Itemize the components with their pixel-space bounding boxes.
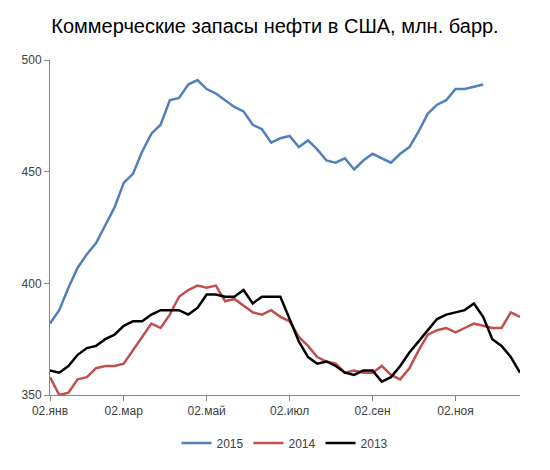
svg-text:400: 400 — [22, 277, 42, 291]
svg-text:02.янв: 02.янв — [32, 404, 68, 418]
svg-text:2015: 2015 — [217, 437, 244, 451]
svg-text:350: 350 — [22, 388, 42, 402]
svg-text:Коммерческие запасы нефти в СШ: Коммерческие запасы нефти в США, млн. ба… — [51, 15, 498, 37]
svg-text:500: 500 — [22, 53, 42, 67]
svg-text:02.ноя: 02.ноя — [437, 404, 473, 418]
svg-text:02.сен: 02.сен — [355, 404, 391, 418]
svg-text:2013: 2013 — [361, 437, 388, 451]
svg-text:2014: 2014 — [289, 437, 316, 451]
svg-text:02.июл: 02.июл — [270, 404, 309, 418]
svg-text:02.мар: 02.мар — [105, 404, 144, 418]
svg-text:450: 450 — [22, 165, 42, 179]
svg-text:02.май: 02.май — [188, 404, 226, 418]
